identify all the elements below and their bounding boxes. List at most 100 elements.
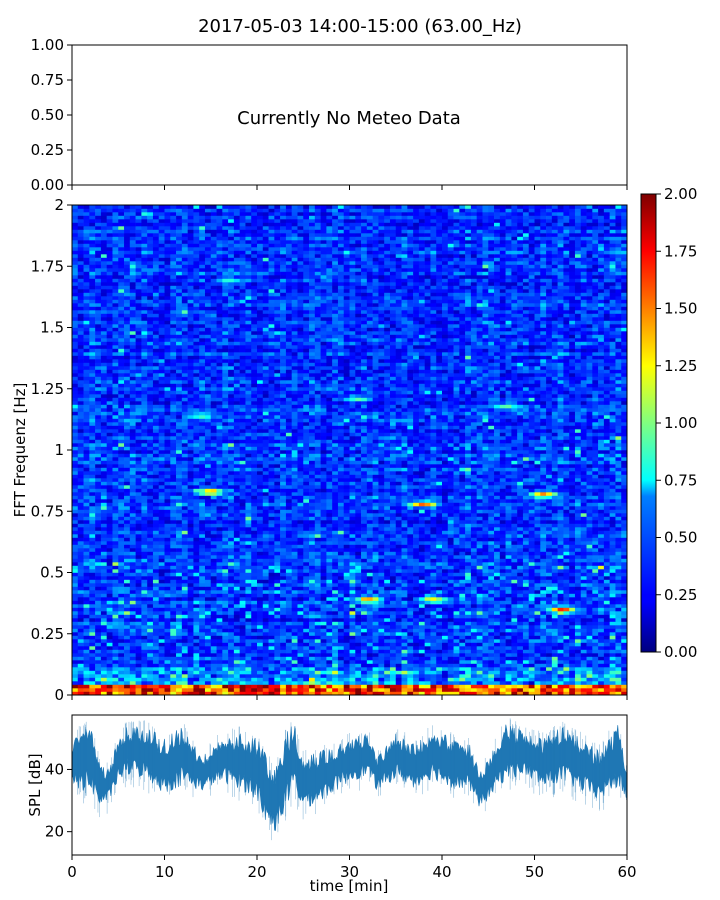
spectrogram-cell <box>274 537 281 542</box>
spectrogram-cell <box>389 590 397 594</box>
spectrogram-cell <box>118 530 125 535</box>
spectrogram-cells <box>72 205 628 696</box>
spectrogram-cell <box>187 677 194 682</box>
spectrogram-cell <box>442 663 449 668</box>
spectrogram-cell <box>430 544 437 549</box>
spectrogram-cell <box>418 628 425 633</box>
spectrogram-cell <box>603 555 610 559</box>
spectrogram-cell <box>297 527 304 531</box>
spectrogram-cell <box>216 520 223 524</box>
spectrogram-cell <box>609 569 616 573</box>
spectrogram-cell <box>488 618 495 622</box>
spectrogram-cell <box>297 681 304 685</box>
spectrogram-cell <box>320 656 327 661</box>
spectrogram-cell <box>349 621 356 626</box>
spectrogram-cell <box>384 576 391 580</box>
spectrogram-cell <box>251 513 258 517</box>
spectrogram-cell <box>574 646 582 650</box>
spectrogram-cell <box>603 649 610 654</box>
spectrogram-cell <box>147 593 154 598</box>
spectrogram-cell <box>280 523 287 528</box>
spectrogram-cell <box>268 551 275 556</box>
spectrogram-cell <box>569 562 576 566</box>
spectrogram-cell <box>442 516 449 521</box>
spectrogram-cell <box>499 565 506 570</box>
spectrogram-cell <box>291 674 298 678</box>
spectrogram-cell <box>389 597 397 601</box>
spectrogram-cell <box>522 632 530 636</box>
spectrogram-cell <box>291 660 298 664</box>
spectrogram-cell <box>309 691 316 696</box>
spectrogram-cell <box>77 632 84 636</box>
spectrogram-cell <box>609 555 616 559</box>
spectrogram-cell <box>366 618 373 622</box>
spectrogram-cell <box>77 600 84 605</box>
spectrogram-cell <box>401 513 408 517</box>
spectrogram-cell <box>106 544 113 549</box>
spectrogram-cell <box>141 660 148 664</box>
spectrogram-cell <box>442 541 449 545</box>
spectrogram-cell <box>297 579 304 584</box>
spectrogram-cell <box>297 604 304 608</box>
spectrogram-cell <box>540 537 547 542</box>
spectrogram-cell <box>204 674 212 678</box>
spectrogram-cell <box>147 649 154 654</box>
spectrogram-cell <box>216 530 223 535</box>
spectrogram-cell <box>199 646 206 650</box>
spectrogram-cell <box>216 639 223 643</box>
spectrogram-cell <box>291 621 298 626</box>
spectrogram-cell <box>89 681 96 685</box>
spectrogram-cell <box>499 642 506 647</box>
spectrogram-cell <box>517 530 524 535</box>
spectrogram-cell <box>488 520 495 524</box>
spectrogram-cell <box>176 656 183 661</box>
spectrogram-cell <box>332 635 339 640</box>
spectrogram-cell <box>551 691 558 696</box>
spectrogram-cell <box>546 642 553 647</box>
spectrogram-cell <box>124 558 131 563</box>
spectrogram-cell <box>216 611 223 615</box>
spectrogram-cell <box>176 611 183 615</box>
spectrogram-cell <box>534 632 541 636</box>
spectrogram-cell <box>124 590 131 594</box>
spectrogram-cell <box>499 660 506 664</box>
spectrogram-cell <box>574 649 582 654</box>
spectrogram-cell <box>89 579 96 584</box>
spectrogram-cell <box>436 590 443 594</box>
spectrogram-cell <box>309 653 316 657</box>
spectrogram-cell <box>430 572 437 577</box>
spectrogram-cell <box>488 639 495 643</box>
spectrogram-cell <box>89 520 96 524</box>
spectrogram-cell <box>216 572 223 577</box>
spectrogram-cell <box>476 523 483 528</box>
spectrogram-cell <box>268 597 275 601</box>
spectrogram-cell <box>124 527 131 531</box>
spectrogram-cell <box>551 639 558 643</box>
spectrogram-cell <box>268 541 275 545</box>
spectrogram-cell <box>199 677 206 682</box>
spectrogram-cell <box>147 551 154 556</box>
spectrogram-cell <box>546 691 553 696</box>
spectrogram-cell <box>424 565 431 570</box>
spectrogram-cell <box>204 639 212 643</box>
spectrogram-cell <box>465 520 472 524</box>
spectrogram-cell <box>442 558 449 563</box>
spectrogram-cell <box>193 558 200 563</box>
spectrogram-cell <box>135 530 142 535</box>
spectrogram-cell <box>505 656 512 661</box>
spectrogram-cell <box>401 691 408 696</box>
spectrogram-cell <box>401 565 408 570</box>
spectrogram-cell <box>436 593 443 598</box>
spectrogram-cell <box>332 586 339 591</box>
spectrogram-cell <box>384 565 391 570</box>
spectrogram-cell <box>158 576 165 580</box>
spectrogram-cell <box>245 646 252 650</box>
spectrogram-cell <box>303 653 310 657</box>
spectrogram-cell <box>511 649 518 654</box>
spectrogram-cell <box>551 625 558 629</box>
spectrogram-cell <box>592 555 599 559</box>
spectrogram-cell <box>384 691 391 696</box>
spectrogram-cell <box>100 555 107 559</box>
spectrogram-cell <box>320 586 327 591</box>
spectrogram-cell <box>309 541 316 545</box>
